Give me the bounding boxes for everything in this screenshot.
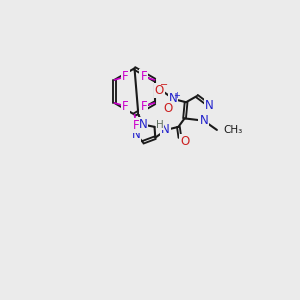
Text: N: N [205,99,214,112]
Text: +: + [173,91,180,100]
Text: O: O [180,135,189,148]
Text: N: N [139,118,147,131]
Text: CH₃: CH₃ [224,125,243,135]
Text: N: N [161,123,170,136]
Text: F: F [140,100,147,112]
Text: F: F [122,100,129,112]
Text: O: O [154,84,164,97]
Text: −: − [160,80,169,90]
Text: N: N [200,114,208,127]
Text: N: N [169,92,177,105]
Text: F: F [140,70,147,83]
Text: F: F [133,119,140,132]
Text: F: F [122,70,129,83]
Text: N: N [132,128,140,141]
Text: H: H [156,119,164,130]
Text: O: O [163,102,172,115]
